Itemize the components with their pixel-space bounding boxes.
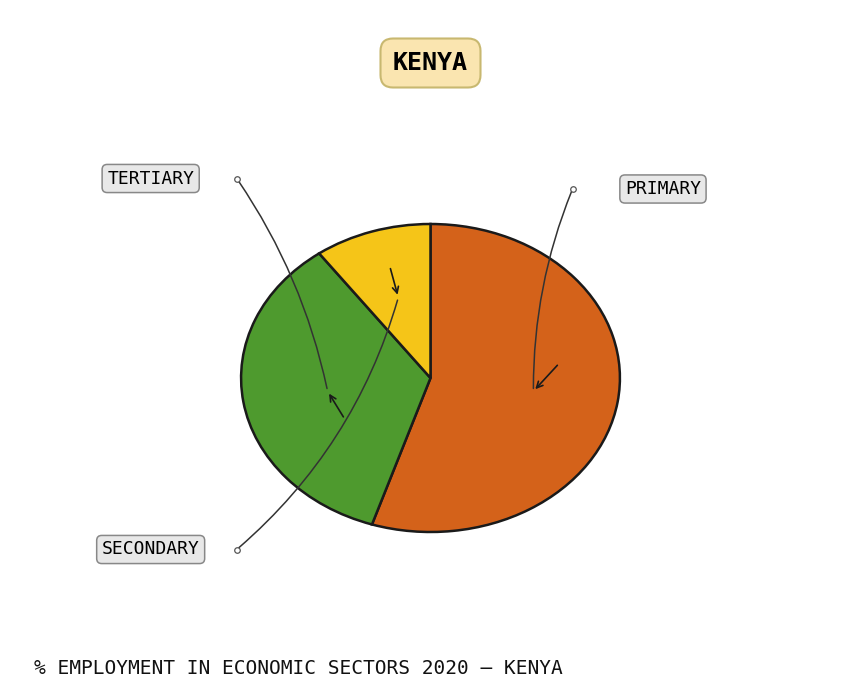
Text: % EMPLOYMENT IN ECONOMIC SECTORS 2020 – KENYA: % EMPLOYMENT IN ECONOMIC SECTORS 2020 – … [34, 659, 563, 678]
Wedge shape [372, 224, 620, 532]
Text: TERTIARY: TERTIARY [107, 169, 195, 188]
Text: KENYA: KENYA [393, 51, 468, 75]
Wedge shape [319, 224, 430, 378]
Text: PRIMARY: PRIMARY [625, 180, 701, 198]
Wedge shape [241, 253, 430, 524]
Text: SECONDARY: SECONDARY [102, 540, 200, 559]
